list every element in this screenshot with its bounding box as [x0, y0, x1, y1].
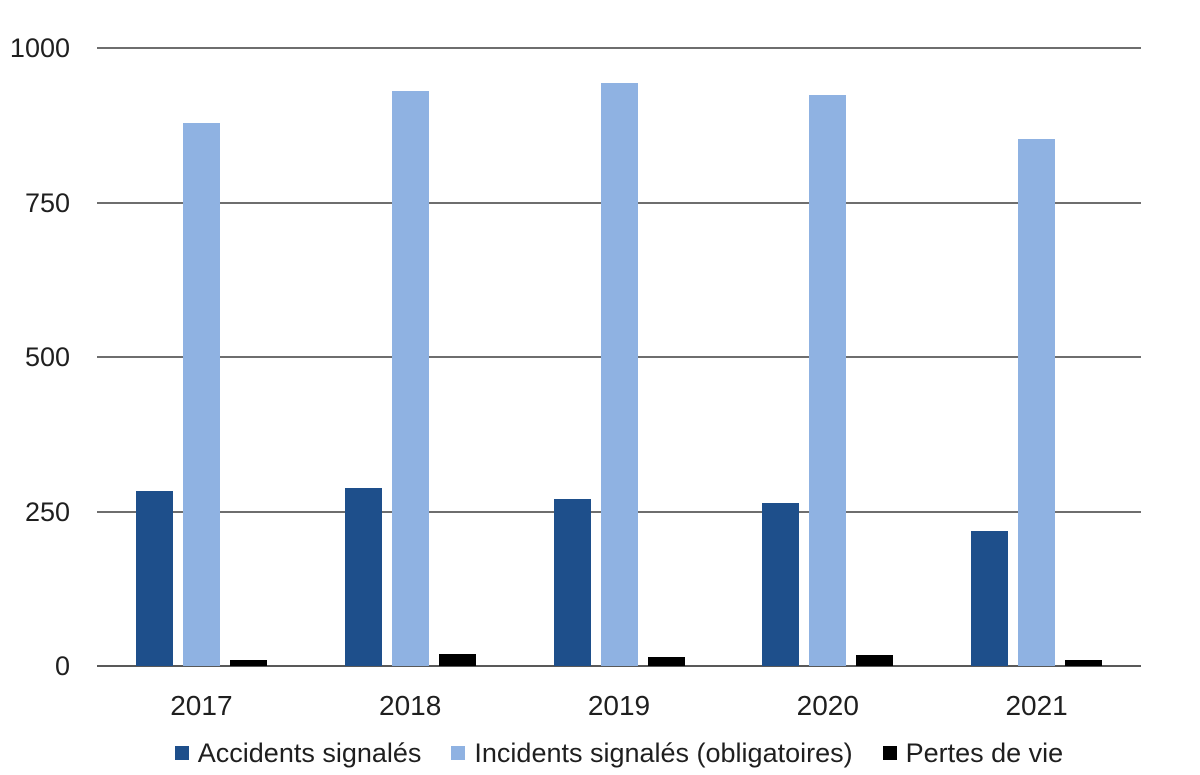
legend-label: Incidents signalés (obligatoires) [474, 738, 853, 768]
y-tick-label: 750 [24, 187, 70, 218]
legend-label: Accidents signalés [197, 738, 422, 768]
gridline [97, 47, 1141, 49]
bar-series2-2021 [1018, 138, 1056, 666]
bar-series3-2021 [1065, 659, 1103, 666]
legend-item-series3: Pertes de vie [882, 736, 1064, 770]
x-axis-label: 2020 [796, 690, 859, 721]
legend: Accidents signalés Incidents signalés (ob… [97, 734, 1141, 772]
bar-series2-2017 [182, 123, 220, 666]
x-axis-label: 2018 [379, 690, 442, 721]
legend-swatch-icon [174, 746, 189, 760]
y-tick-label: 250 [24, 496, 70, 527]
x-axis-line [97, 665, 1141, 667]
bar-series1-2020 [762, 503, 800, 666]
legend-swatch-icon [882, 746, 897, 760]
bar-series3-2018 [438, 653, 476, 666]
y-tick-label: 500 [24, 342, 70, 372]
legend-item-series2: Incidents signalés (obligatoires) [451, 736, 853, 770]
x-axis-label: 2021 [1005, 690, 1068, 721]
bar-series2-2018 [391, 91, 429, 666]
bar-series1-2019 [553, 499, 591, 666]
legend-label: Pertes de vie [905, 738, 1064, 768]
bar-series2-2019 [600, 82, 638, 666]
y-tick-label: 1000 [9, 33, 70, 63]
bar-series1-2021 [971, 531, 1009, 666]
x-axis-label: 2019 [587, 690, 651, 721]
legend-swatch-icon [451, 746, 466, 760]
bar-series3-2020 [856, 654, 894, 666]
x-axis-label: 2017 [170, 690, 233, 721]
bar-series2-2020 [809, 94, 847, 666]
plot-area [97, 47, 1141, 667]
bar-series3-2019 [647, 656, 685, 666]
y-tick-label: 0 [54, 651, 70, 681]
bar-series3-2017 [229, 659, 267, 666]
legend-item-series1: Accidents signalés [174, 736, 422, 770]
bar-series1-2018 [344, 488, 382, 666]
bar-series1-2017 [135, 491, 173, 666]
